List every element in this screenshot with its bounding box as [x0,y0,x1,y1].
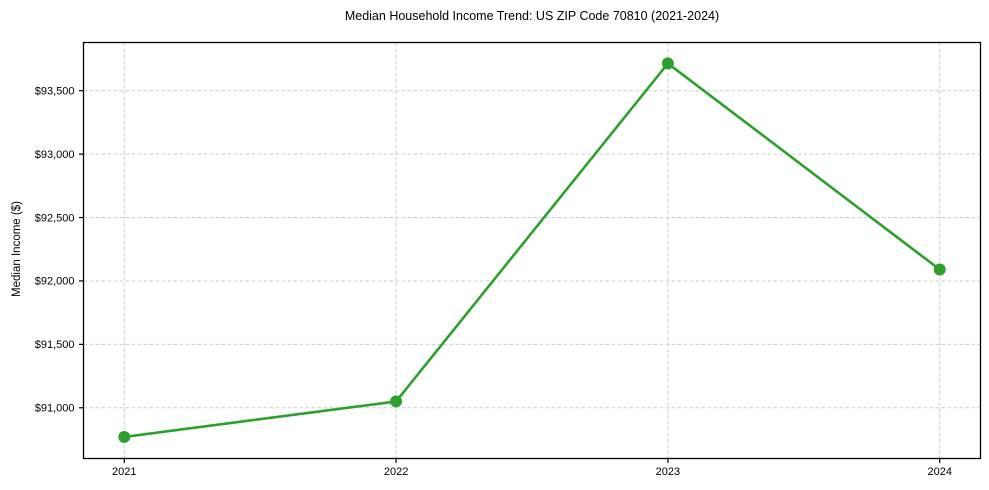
plot-border [82,41,982,460]
data-point-2023 [661,57,674,70]
trend-line [122,62,942,439]
chart-title: Median Household Income Trend: US ZIP Co… [344,9,720,23]
y-tick-label: $92,000 [35,276,75,288]
data-point-2022 [390,395,403,408]
x-tick-label: 2023 [656,466,680,478]
data-point-2024 [933,263,946,276]
y-tick-label: $92,500 [35,212,75,224]
data-point-2021 [118,430,131,443]
x-tick-label: 2021 [112,466,136,478]
y-tick-label: $93,500 [35,85,75,97]
y-tick-label: $93,000 [35,149,75,161]
x-tick-label: 2022 [384,466,408,478]
y-tick-label: $91,000 [35,403,75,415]
x-tick-label: 2024 [927,466,951,478]
y-tick-label: $91,500 [35,339,75,351]
